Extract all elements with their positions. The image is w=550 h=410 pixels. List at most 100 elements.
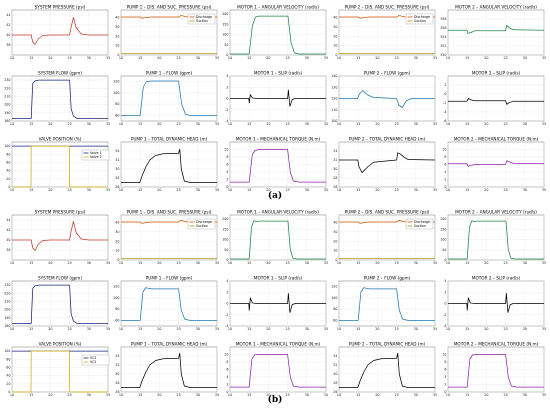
- chart-panel: PUMP 2 – TOTAL DYNAMIC HEAD (m) 10 15 20 25 3…: [333, 137, 437, 193]
- panel-title: MOTOR 1 – SLIP (rad/s): [254, 276, 303, 281]
- y-tick-label: 200: [4, 103, 10, 107]
- y-tick-label: 2: [226, 290, 228, 294]
- legend-box: [81, 354, 110, 366]
- y-tick-label: 80: [115, 307, 119, 311]
- y-tick-label: 30: [115, 230, 119, 234]
- legend-entry: Discharge: [414, 15, 430, 19]
- x-tick-label: 25: [503, 56, 507, 60]
- x-tick-label: 10: [337, 122, 341, 126]
- y-tick-label: 210: [4, 300, 10, 304]
- x-tick-label: 10: [446, 56, 450, 60]
- x-tick-label: 25: [285, 122, 289, 126]
- panel-title: PUMP 1 – TOTAL DYNAMIC HEAD (m): [131, 342, 208, 347]
- x-tick-label: 20: [484, 188, 488, 192]
- y-tick-label: -4: [443, 324, 446, 328]
- y-tick-label: 4: [444, 170, 446, 174]
- chart-panel: PUMP 2 – DIS. AND SUC. PRESSURE (psi) 10 1…: [333, 210, 437, 266]
- x-tick-label: 30: [523, 327, 527, 331]
- legend-entry: VC2: [90, 360, 96, 364]
- y-tick-label: 40: [115, 16, 119, 20]
- plot-area: [229, 214, 327, 261]
- y-tick-label: 30: [333, 372, 337, 376]
- y-tick-label: 10: [333, 44, 337, 48]
- y-tick-label: 6: [226, 163, 228, 167]
- series-line: [12, 350, 108, 393]
- y-tick-label: 190: [4, 111, 10, 115]
- series-line: [339, 152, 436, 173]
- x-tick-label: 15: [247, 122, 251, 126]
- subfigure-caption: (b): [268, 394, 283, 405]
- y-tick-label: 0: [226, 258, 228, 262]
- x-tick-label: 10: [337, 327, 341, 331]
- x-tick-label: 20: [375, 122, 379, 126]
- y-tick-label: 180: [4, 119, 10, 123]
- y-tick-label: 40: [6, 374, 10, 378]
- y-tick-label: -2: [225, 108, 228, 112]
- x-tick-label: 25: [394, 261, 398, 265]
- x-tick-label: 25: [503, 188, 507, 192]
- x-tick-label: 15: [29, 327, 33, 331]
- y-tick-label: 34: [333, 149, 337, 153]
- x-tick-label: 35: [433, 261, 437, 265]
- y-tick-label: 0: [226, 97, 228, 101]
- y-tick-label: 8: [226, 360, 228, 364]
- x-tick-label: 20: [375, 393, 379, 397]
- y-tick-label: 30: [333, 167, 337, 171]
- chart-panel: MOTOR 2 – MECHANICAL TORQUE (N.m)10 15 20 2…: [442, 342, 546, 398]
- x-tick-label: 10: [446, 122, 450, 126]
- y-tick-label: 32: [333, 158, 337, 162]
- y-tick-label: 0: [226, 302, 228, 306]
- x-tick-label: 25: [503, 327, 507, 331]
- y-tick-label: 100: [113, 91, 119, 95]
- y-tick-label: 0: [226, 53, 228, 57]
- x-tick-label: 20: [157, 188, 161, 192]
- x-tick-label: 25: [176, 393, 180, 397]
- y-tick-label: 10: [333, 249, 337, 253]
- x-tick-label: 30: [305, 122, 309, 126]
- chart-panel: MOTOR 2 – SLIP (rad/s) 10 15 20 25 30 35 -4 -2 0 2…: [443, 276, 546, 332]
- y-tick-label: 100: [331, 296, 337, 300]
- chart-panel: VALVE POSITION (%) 10 15 20 25 30 35 0 20 40 60 80 1…: [4, 137, 110, 193]
- chart-panel: MOTOR 1 – MECHANICAL TORQUE (N.m)10 15 20 2…: [224, 137, 328, 193]
- y-tick-label: 28: [115, 176, 119, 180]
- series-line: [121, 148, 217, 183]
- series-line: [230, 354, 326, 388]
- y-tick-label: 8: [444, 155, 446, 159]
- legend-entry: Suction: [414, 19, 426, 23]
- x-tick-label: 25: [67, 327, 71, 331]
- x-tick-label: 30: [196, 188, 200, 192]
- y-tick-label: 38: [6, 248, 10, 252]
- series-line: [339, 90, 435, 108]
- x-tick-label: 30: [87, 393, 91, 397]
- panel-title: MOTOR 2 – MECHANICAL TORQUE (N.m): [454, 137, 539, 142]
- y-tick-label: -4: [225, 119, 228, 123]
- panel-title: MOTOR 1 – ANGULAR VELOCITY (rad/s): [237, 5, 319, 10]
- x-tick-label: 25: [394, 188, 398, 192]
- x-tick-label: 10: [119, 393, 123, 397]
- x-tick-label: 20: [157, 261, 161, 265]
- y-tick-label: 20: [6, 382, 10, 386]
- legend-entry: Suction: [196, 19, 208, 23]
- legend-box: [405, 13, 434, 25]
- x-tick-label: 10: [119, 56, 123, 60]
- x-tick-label: 15: [465, 261, 469, 265]
- x-tick-label: 25: [503, 393, 507, 397]
- y-tick-label: 2: [444, 290, 446, 294]
- chart-panel: PUMP 2 – DIS. AND SUC. PRESSURE (psi) 10 1…: [333, 5, 437, 61]
- series-line: [448, 293, 544, 313]
- x-tick-label: 25: [176, 122, 180, 126]
- x-tick-label: 10: [10, 188, 14, 192]
- y-tick-label: 40: [6, 33, 10, 37]
- x-tick-label: 10: [337, 261, 341, 265]
- x-tick-label: 30: [523, 122, 527, 126]
- series-line: [448, 160, 545, 167]
- chart-panel: PUMP 2 – TOTAL DYNAMIC HEAD (m) 10 15 20 25 3…: [333, 342, 437, 398]
- y-tick-label: 34: [115, 149, 119, 153]
- y-tick-label: 80: [333, 307, 337, 311]
- y-tick-label: 6: [444, 368, 446, 372]
- x-tick-label: 25: [394, 122, 398, 126]
- legend-entry: Suction: [196, 224, 208, 228]
- y-tick-label: 2: [444, 383, 446, 387]
- x-tick-label: 35: [324, 122, 328, 126]
